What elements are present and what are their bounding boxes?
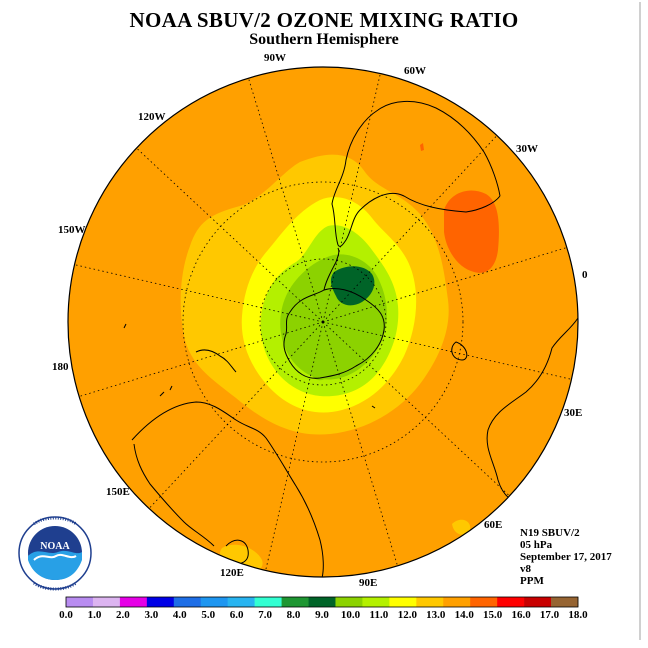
color-bar-swatch [335,597,363,607]
color-bar-label: 18.0 [568,609,588,621]
meridian-30w [322,135,498,323]
latitude-circle-50s [182,181,464,463]
color-bar-label: 9.0 [315,609,329,621]
contour-15-16-speck [420,143,424,151]
lon-label-180: 180 [52,361,69,373]
color-bar-swatch [92,597,121,607]
contour-13-14-edge-a [452,519,471,535]
lon-label-150w: 150W [58,224,86,236]
color-bar-swatch [119,597,148,607]
color-bar-swatch [362,597,390,607]
lon-label-90w: 90W [264,52,286,64]
longitude-labels: 90W 60W 30W 0 120W 150W 180 30E 150E 60E… [52,52,588,589]
latitude-circle-70s [259,258,387,386]
color-bar-label: 2.0 [116,609,130,621]
color-bar-label: 14.0 [455,609,475,621]
color-bar-swatch [281,597,309,607]
lon-label-150e: 150E [106,486,130,498]
lon-label-30w: 30W [516,143,538,155]
info-units: PPM [520,575,544,587]
color-bar-label: 13.0 [426,609,446,621]
color-bar-label: 16.0 [511,609,531,621]
lon-label-30e: 30E [564,407,582,419]
meridian-150w [74,264,324,323]
lon-label-120e: 120E [220,567,244,579]
info-date: September 17, 2017 [520,551,612,563]
meridian-90w [248,78,324,323]
color-bar-swatch [308,597,336,607]
color-bar-label: 5.0 [201,609,215,621]
noaa-logo-text: NOAA [40,541,70,552]
color-bar-swatch [227,597,255,607]
info-pressure: 05 hPa [520,539,553,551]
meridian-150e [148,321,324,509]
color-bar-label: 0.0 [59,609,73,621]
contour-9-10 [330,266,375,306]
lon-label-90e: 90E [359,577,377,589]
color-bar-swatch [524,597,552,607]
color-bar-label: 6.0 [230,609,244,621]
color-bar-label: 4.0 [173,609,187,621]
color-bar-swatch [173,597,202,607]
color-bar-swatch [146,597,175,607]
color-bar-label: 17.0 [540,609,560,621]
noaa-logo: NOAA [18,516,92,591]
meridian-lines [74,73,572,571]
color-bar-label: 7.0 [258,609,272,621]
color-bar: 0.0 1.0 2.0 3.0 4.0 5.0 6.0 7.0 8.0 9.0 10.0 11.0 12… [59,596,588,621]
meridian-0 [322,247,567,323]
lon-label-60e: 60E [484,519,502,531]
color-bar-swatch [66,597,94,607]
color-bar-swatch [416,597,444,607]
figure-subtitle: Southern Hemisphere [249,31,399,48]
color-bar-label: 10.0 [341,609,361,621]
color-bar-label: 3.0 [144,609,158,621]
meridian-120w [136,147,324,323]
lon-label-60w: 60W [404,65,426,77]
color-bar-label: 1.0 [88,609,102,621]
meridian-60w [322,73,381,323]
color-bar-swatch [470,597,498,607]
map-boundary [67,66,579,578]
lon-label-0: 0 [582,269,588,281]
figure-title: NOAA SBUV/2 OZONE MIXING RATIO [129,8,519,32]
info-version: v8 [520,563,532,575]
color-bar-label: 12.0 [398,609,418,621]
color-bar-swatch [497,597,525,607]
meridian-90e [322,321,398,566]
info-block: N19 SBUV/2 05 hPa September 17, 2017 v8 … [520,527,612,587]
meridian-30e [322,321,572,380]
meridian-180 [79,321,324,397]
color-bar-label: 8.0 [287,609,301,621]
color-bar-outline [65,596,579,608]
color-bar-label: 11.0 [370,609,389,621]
color-bar-swatch [200,597,228,607]
meridian-60e [322,321,510,497]
lon-label-120w: 120W [138,111,166,123]
info-satellite: N19 SBUV/2 [520,527,580,539]
color-bar-swatch [389,597,417,607]
color-bar-swatch [443,597,471,607]
meridian-120e [265,321,324,571]
color-bar-swatch [254,597,282,607]
color-bar-label: 15.0 [483,609,503,621]
color-bar-swatch [551,597,579,607]
graticule [74,73,572,571]
